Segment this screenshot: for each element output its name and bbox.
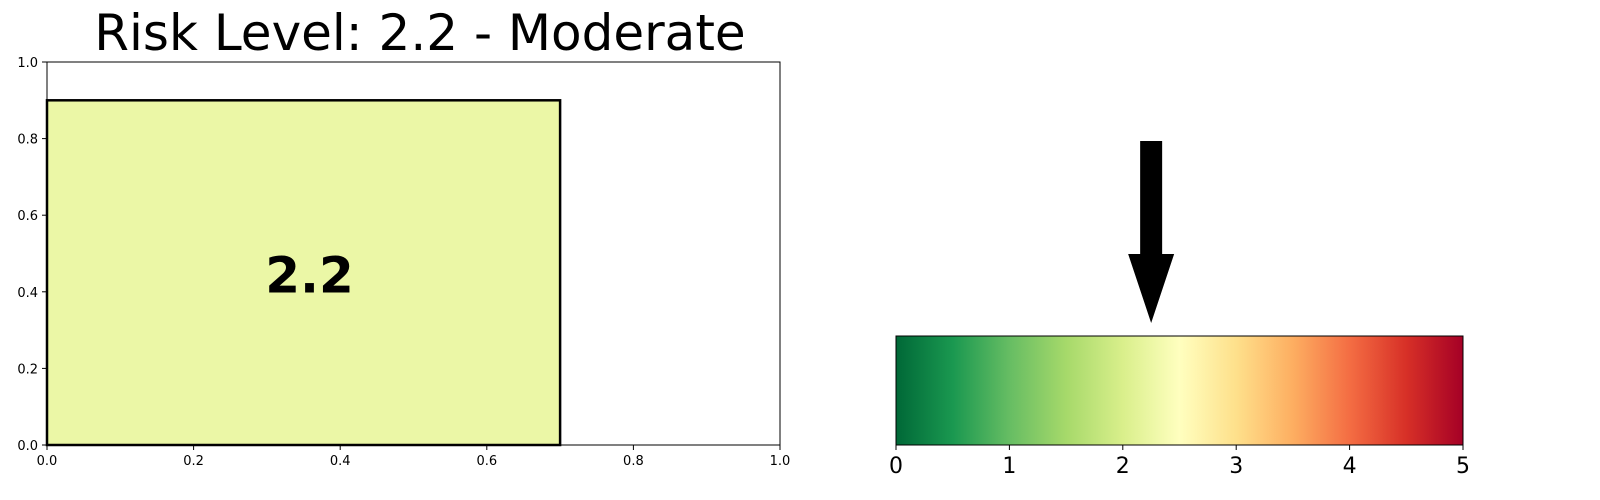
- y-axis-ticks: 0.0 0.2 0.4 0.6 0.8 1.0: [17, 56, 47, 454]
- colorbar-tick-label: 0: [889, 454, 903, 479]
- colorbar-tick-label: 3: [1229, 454, 1243, 479]
- y-tick-label: 0.6: [17, 209, 38, 224]
- colorbar-ticks: 0 1 2 3 4 5: [889, 445, 1470, 479]
- colorbar-tick-label: 4: [1343, 454, 1357, 479]
- y-tick-label: 0.0: [17, 439, 38, 454]
- risk-indicator-arrow-icon: [1128, 141, 1175, 323]
- chart-title: Risk Level: 2.2 - Moderate: [94, 4, 746, 62]
- x-tick-label: 0.4: [330, 454, 351, 469]
- y-tick-label: 0.8: [17, 133, 38, 148]
- colorbar: [895, 335, 1464, 446]
- bar-plot: 2.2 0.0 0.2 0.4 0.6 0.8 1.0 0.0 0.2 0.4 0.6 0.8 1.…: [17, 56, 790, 469]
- x-tick-label: 1.0: [770, 454, 791, 469]
- y-tick-label: 0.4: [17, 286, 38, 301]
- plot-frame: [46, 61, 781, 446]
- x-tick-label: 0.8: [623, 454, 644, 469]
- colorbar-tick-label: 5: [1456, 454, 1470, 479]
- x-tick-label: 0.0: [37, 454, 58, 469]
- x-tick-label: 0.6: [476, 454, 497, 469]
- risk-value-label: 2.2: [265, 247, 354, 305]
- x-tick-label: 0.2: [183, 454, 204, 469]
- colorbar-tick-label: 1: [1002, 454, 1016, 479]
- risk-bar: [45, 99, 562, 447]
- colorbar-tick-label: 2: [1116, 454, 1130, 479]
- x-axis-ticks: 0.0 0.2 0.4 0.6 0.8 1.0: [37, 445, 791, 469]
- y-tick-label: 1.0: [17, 56, 38, 71]
- risk-scale: 0 1 2 3 4 5: [889, 141, 1470, 479]
- y-tick-label: 0.2: [17, 362, 38, 377]
